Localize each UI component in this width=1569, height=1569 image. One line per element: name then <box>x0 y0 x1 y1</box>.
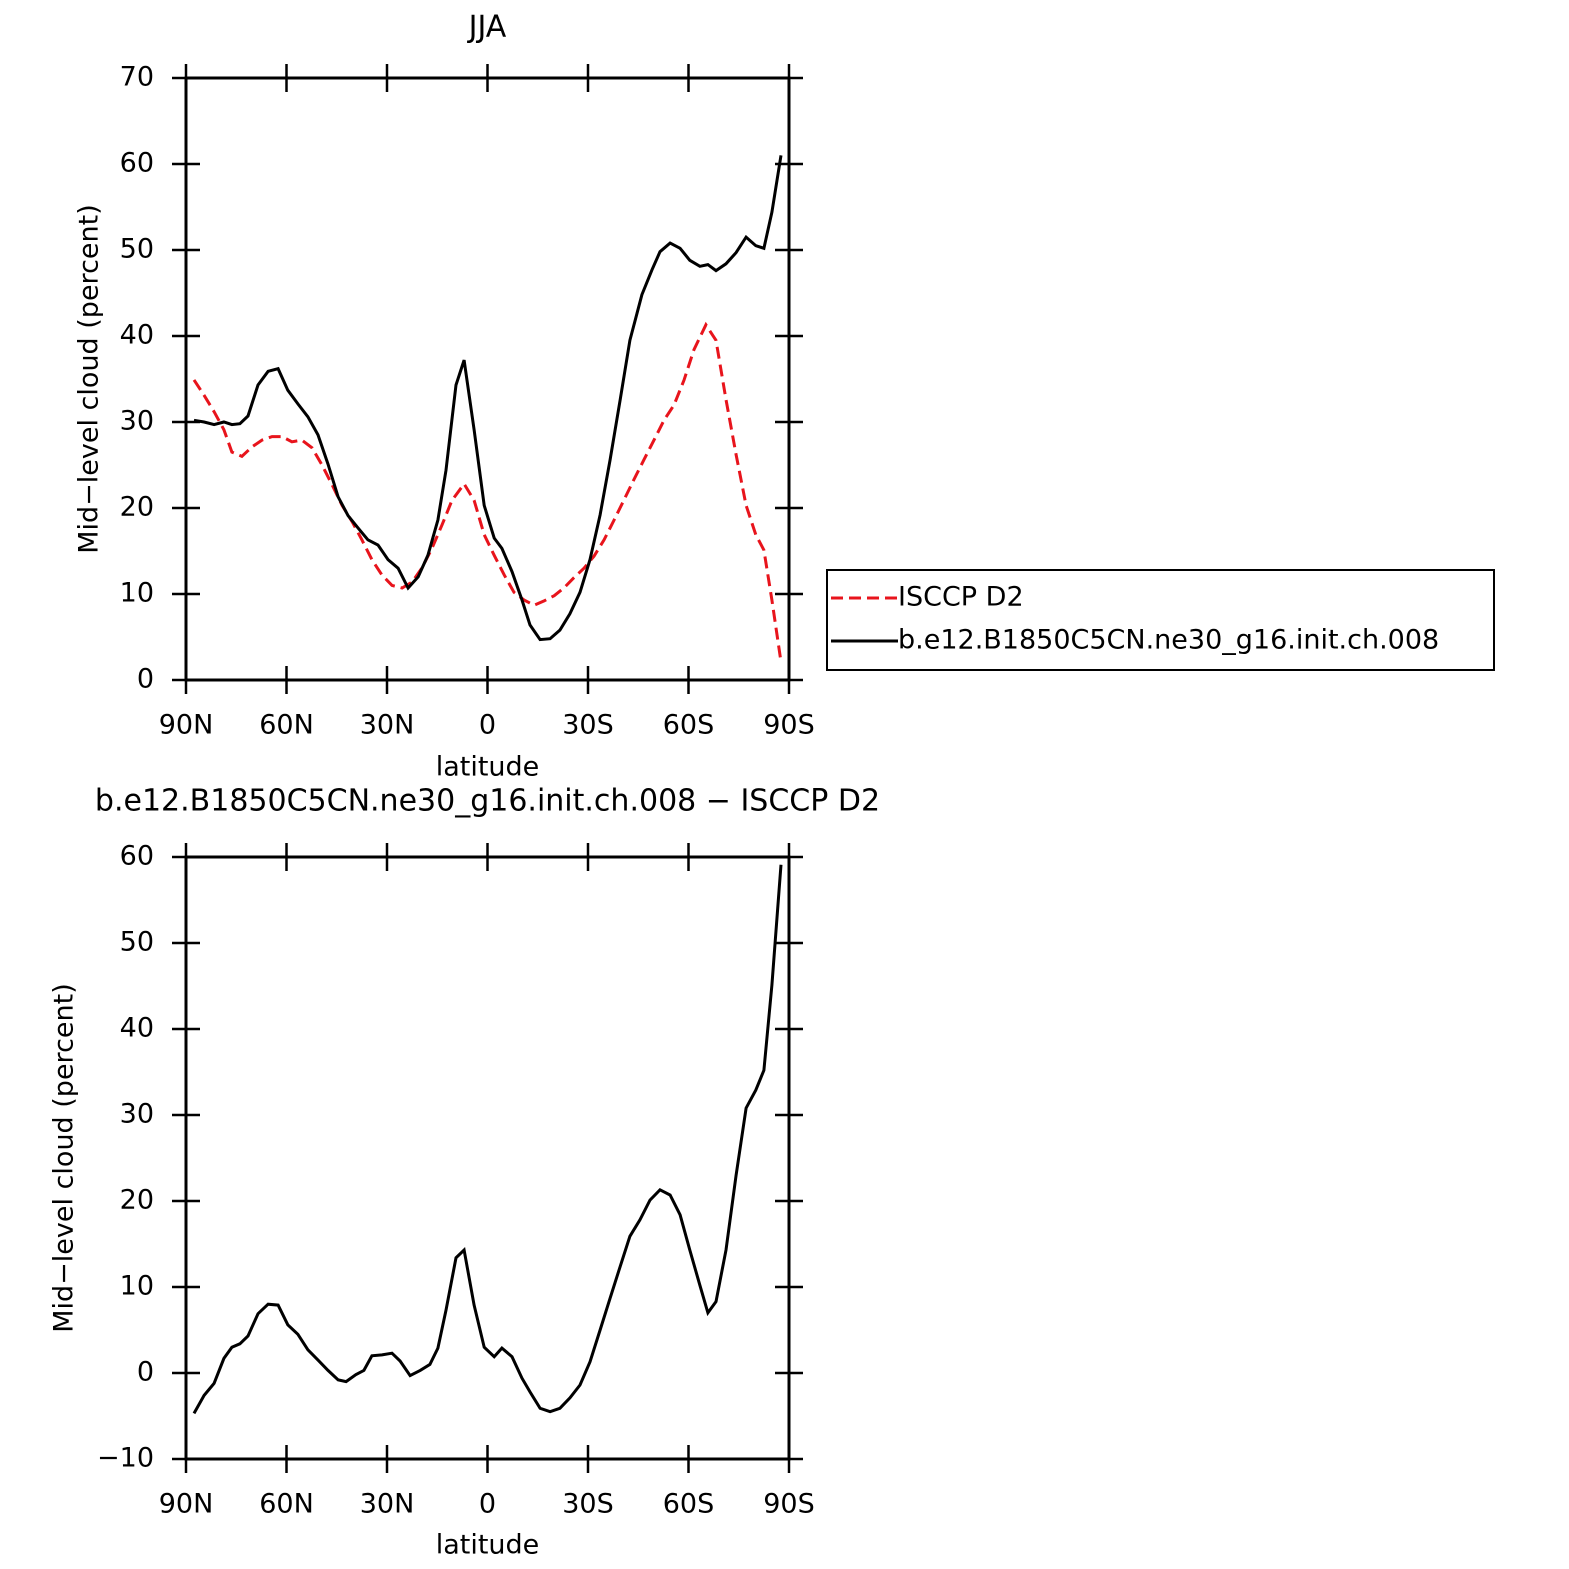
x-tick-label: 30N <box>360 710 415 741</box>
x-tick-label: 60N <box>259 1489 314 1520</box>
x-axis-label: latitude <box>436 752 540 783</box>
y-tick-label: 60 <box>120 148 154 179</box>
x-tick-label: 30N <box>360 1489 415 1520</box>
y-tick-label: 0 <box>137 664 154 695</box>
y-tick-label: 40 <box>120 1013 154 1044</box>
legend-label: ISCCP D2 <box>898 582 1024 613</box>
data-line <box>193 155 783 642</box>
y-axis-label: Mid−level cloud (percent) <box>74 204 105 554</box>
y-tick-label: 70 <box>120 62 154 93</box>
y-tick-label: 50 <box>120 927 154 958</box>
x-tick-label: 90N <box>159 710 214 741</box>
data-line <box>192 321 783 663</box>
x-tick-label: 90S <box>763 710 815 741</box>
x-tick-label: 30S <box>562 1489 614 1520</box>
legend-label: b.e12.B1850C5CN.ne30_g16.init.ch.008 <box>898 625 1439 656</box>
x-tick-label: 60S <box>663 1489 715 1520</box>
plot-frame <box>184 76 791 682</box>
x-tick-label: 0 <box>479 710 496 741</box>
chart-title: b.e12.B1850C5CN.ne30_g16.init.ch.008 − I… <box>95 784 880 819</box>
x-tick-label: 30S <box>562 710 614 741</box>
x-tick-label: 0 <box>479 1489 496 1520</box>
y-tick-label: 60 <box>120 841 154 872</box>
y-tick-label: 30 <box>120 1099 154 1130</box>
data-line <box>192 864 783 1415</box>
plot-frame <box>184 855 791 1461</box>
y-tick-label: 20 <box>120 492 154 523</box>
x-tick-label: 60S <box>663 710 715 741</box>
y-tick-label: 30 <box>120 406 154 437</box>
x-tick-label: 90S <box>763 1489 815 1520</box>
y-tick-label: 20 <box>120 1185 154 1216</box>
y-tick-label: 0 <box>137 1357 154 1388</box>
y-axis-label: Mid−level cloud (percent) <box>49 983 80 1333</box>
legend-box <box>826 569 1495 671</box>
x-axis-label: latitude <box>436 1530 540 1561</box>
y-tick-label: 10 <box>120 1271 154 1302</box>
y-tick-label: 10 <box>120 578 154 609</box>
y-tick-label: 50 <box>120 234 154 265</box>
y-tick-label: 40 <box>120 320 154 351</box>
x-tick-label: 90N <box>159 1489 214 1520</box>
y-tick-label: −10 <box>97 1443 154 1474</box>
x-tick-label: 60N <box>259 710 314 741</box>
chart-title: JJA <box>467 10 507 45</box>
